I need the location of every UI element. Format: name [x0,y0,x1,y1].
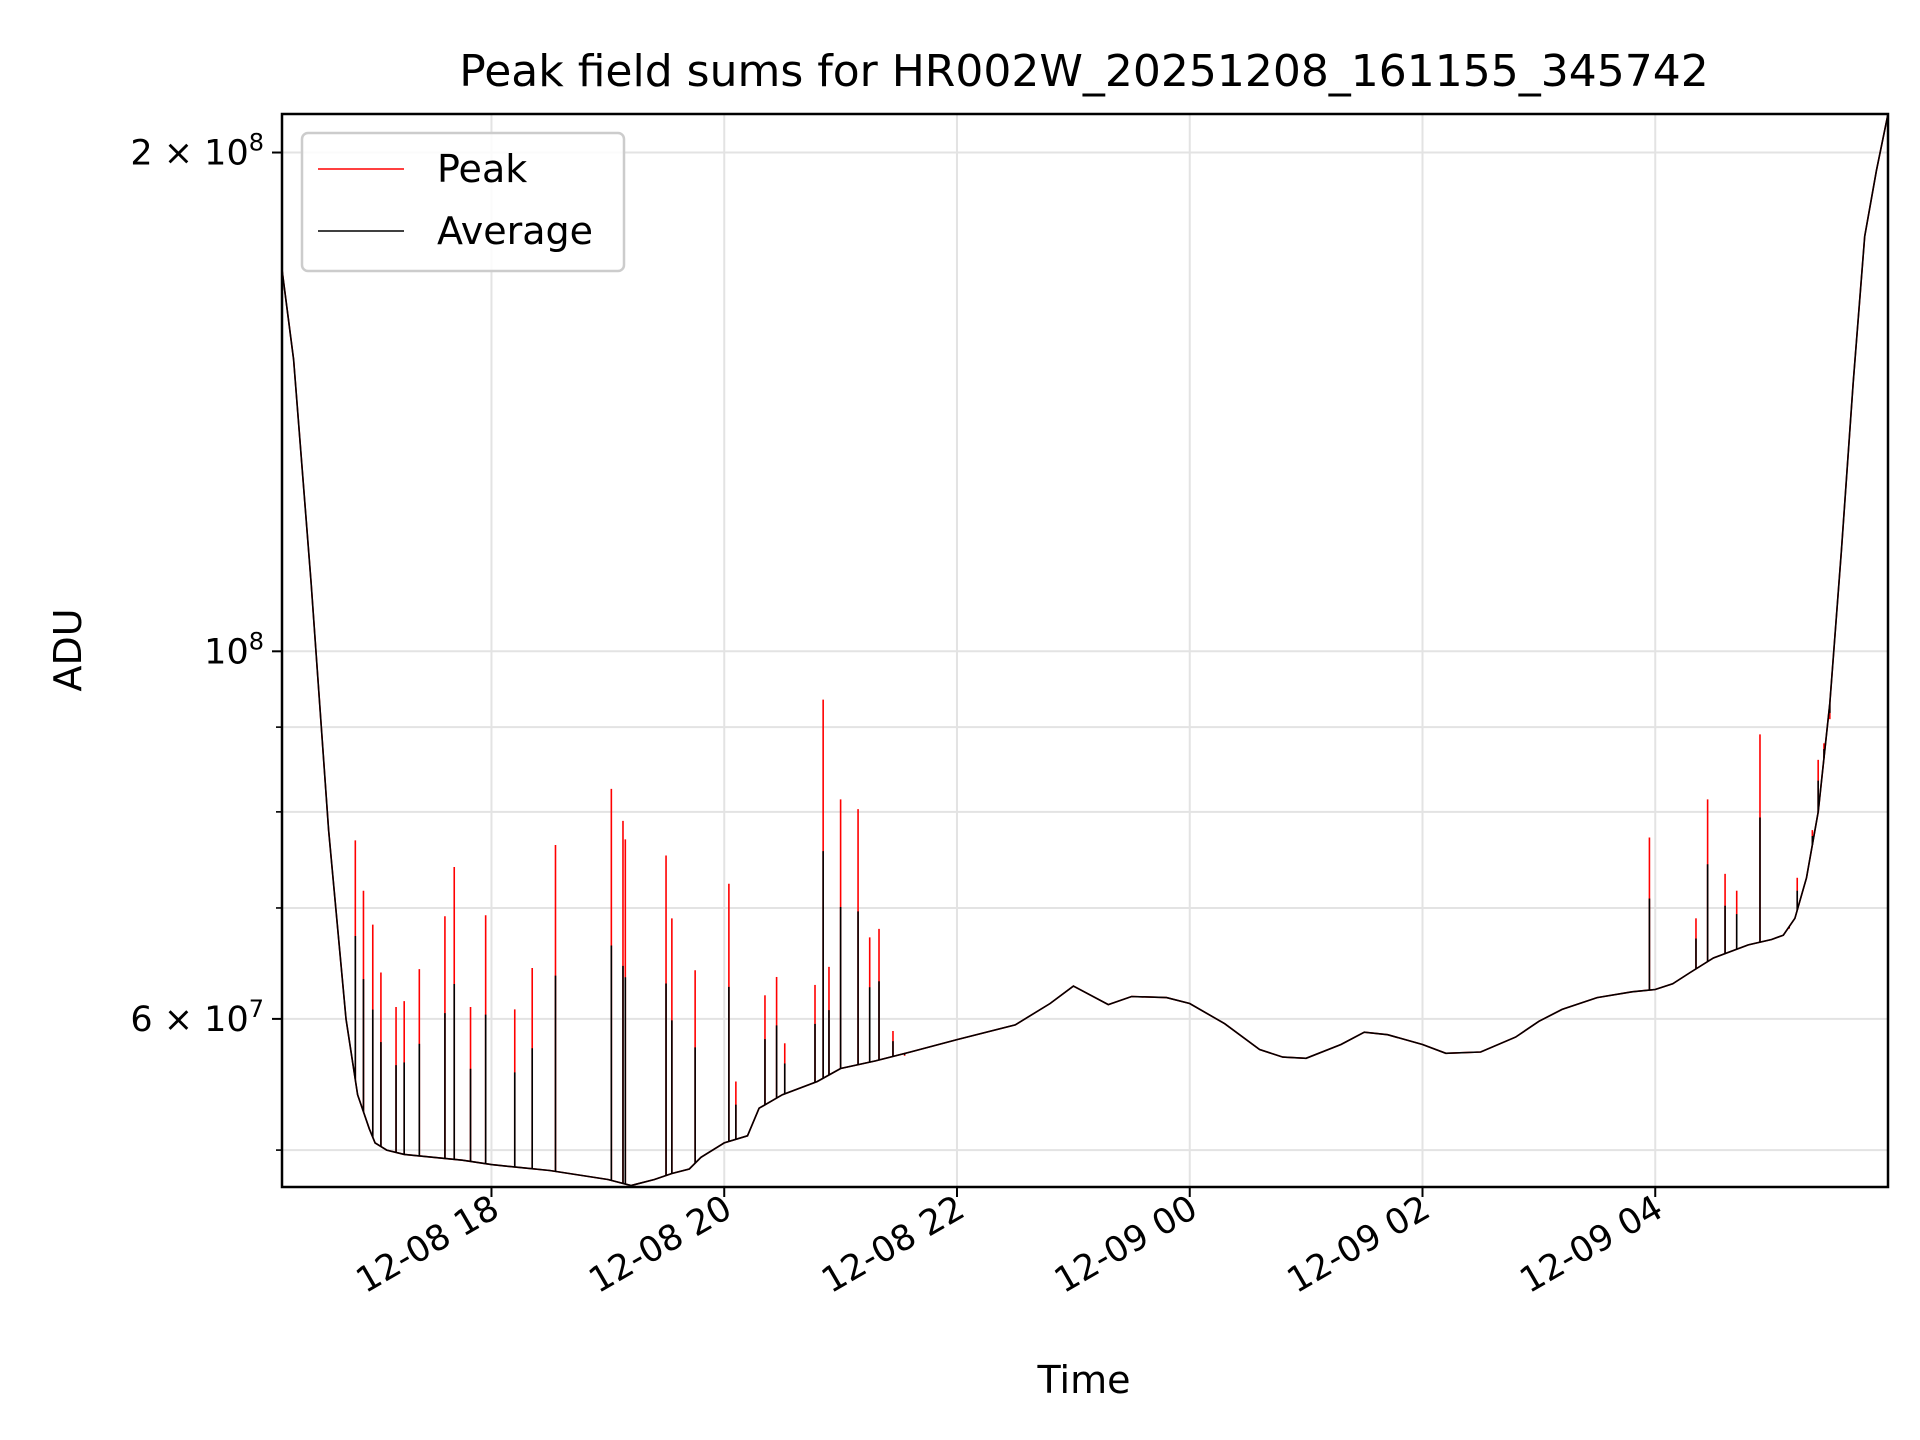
legend-peak-label: Peak [437,147,527,191]
axis-ticks: 12-08 18 12-08 20 12-08 22 12-09 00 12-09 02… [130,129,1669,1302]
average-series-line [281,113,1889,1187]
y-tick-label: 6 × 107 [130,995,264,1040]
x-tick-label: 12-08 22 [815,1188,971,1301]
x-tick-label: 12-08 18 [350,1188,506,1301]
grid [282,114,1888,1187]
chart-title: Peak field sums for HR002W_20251208_1611… [459,46,1709,97]
y-axis-label: ADU [46,608,90,691]
x-tick-label: 12-09 00 [1048,1188,1204,1301]
y-tick-label: 2 × 108 [130,129,264,174]
x-axis-label: Time [1037,1358,1131,1402]
legend-frame [300,131,626,273]
peak-series-line [281,113,1889,1187]
x-tick-label: 12-09 04 [1513,1188,1669,1301]
legend-average-label: Average [437,209,593,253]
legend: Peak Average [300,131,626,273]
x-tick-label: 12-08 20 [582,1188,738,1301]
x-tick-label: 12-09 02 [1281,1188,1437,1301]
y-tick-label: 108 [204,627,264,672]
plot-data [281,113,1889,1187]
